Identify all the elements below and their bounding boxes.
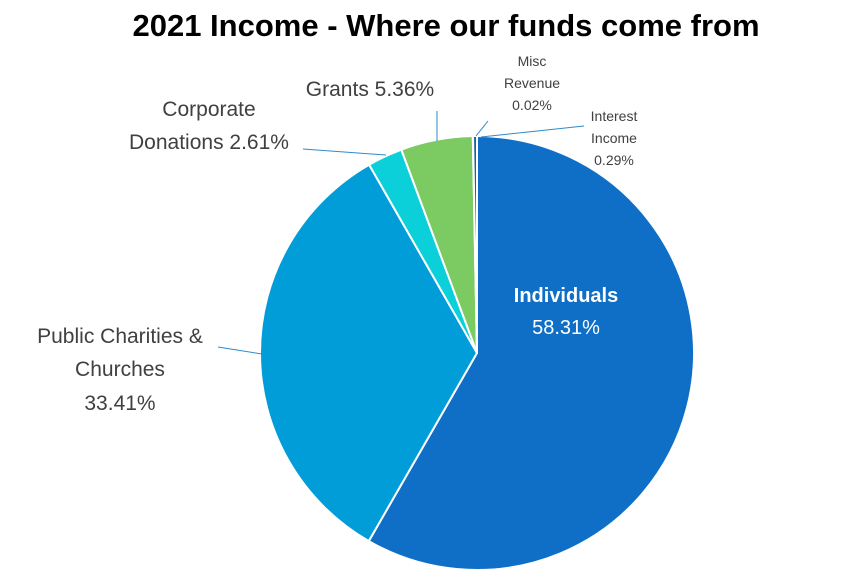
leader-line-misc [475,120,489,137]
leader-line-public [217,346,263,355]
label-misc-line1: Misc [518,53,547,69]
label-individuals-name: Individuals [514,285,618,307]
label-corporate-line2: Donations 2.61% [129,131,289,154]
label-public-line2: Churches [75,358,165,381]
pie-slices [259,135,695,571]
label-public-line1: Public Charities & [37,325,203,348]
slice-individuals [367,135,695,571]
label-corporate-line1: Corporate [162,98,255,121]
label-interest-line3: 0.29% [594,152,634,168]
leader-line-corporate [302,148,387,156]
label-grants: Grants 5.36% [306,78,434,101]
leader-line-interest [480,125,585,138]
label-interest-line1: Interest [591,108,638,124]
label-misc-line3: 0.02% [512,97,552,113]
label-individuals-value: 58.31% [532,317,600,339]
label-public-value: 33.41% [84,392,155,415]
label-interest-line2: Income [591,130,637,146]
chart-title: 2021 Income - Where our funds come from [132,8,759,43]
label-misc-line2: Revenue [504,75,560,91]
slice-interest-income [472,135,478,354]
